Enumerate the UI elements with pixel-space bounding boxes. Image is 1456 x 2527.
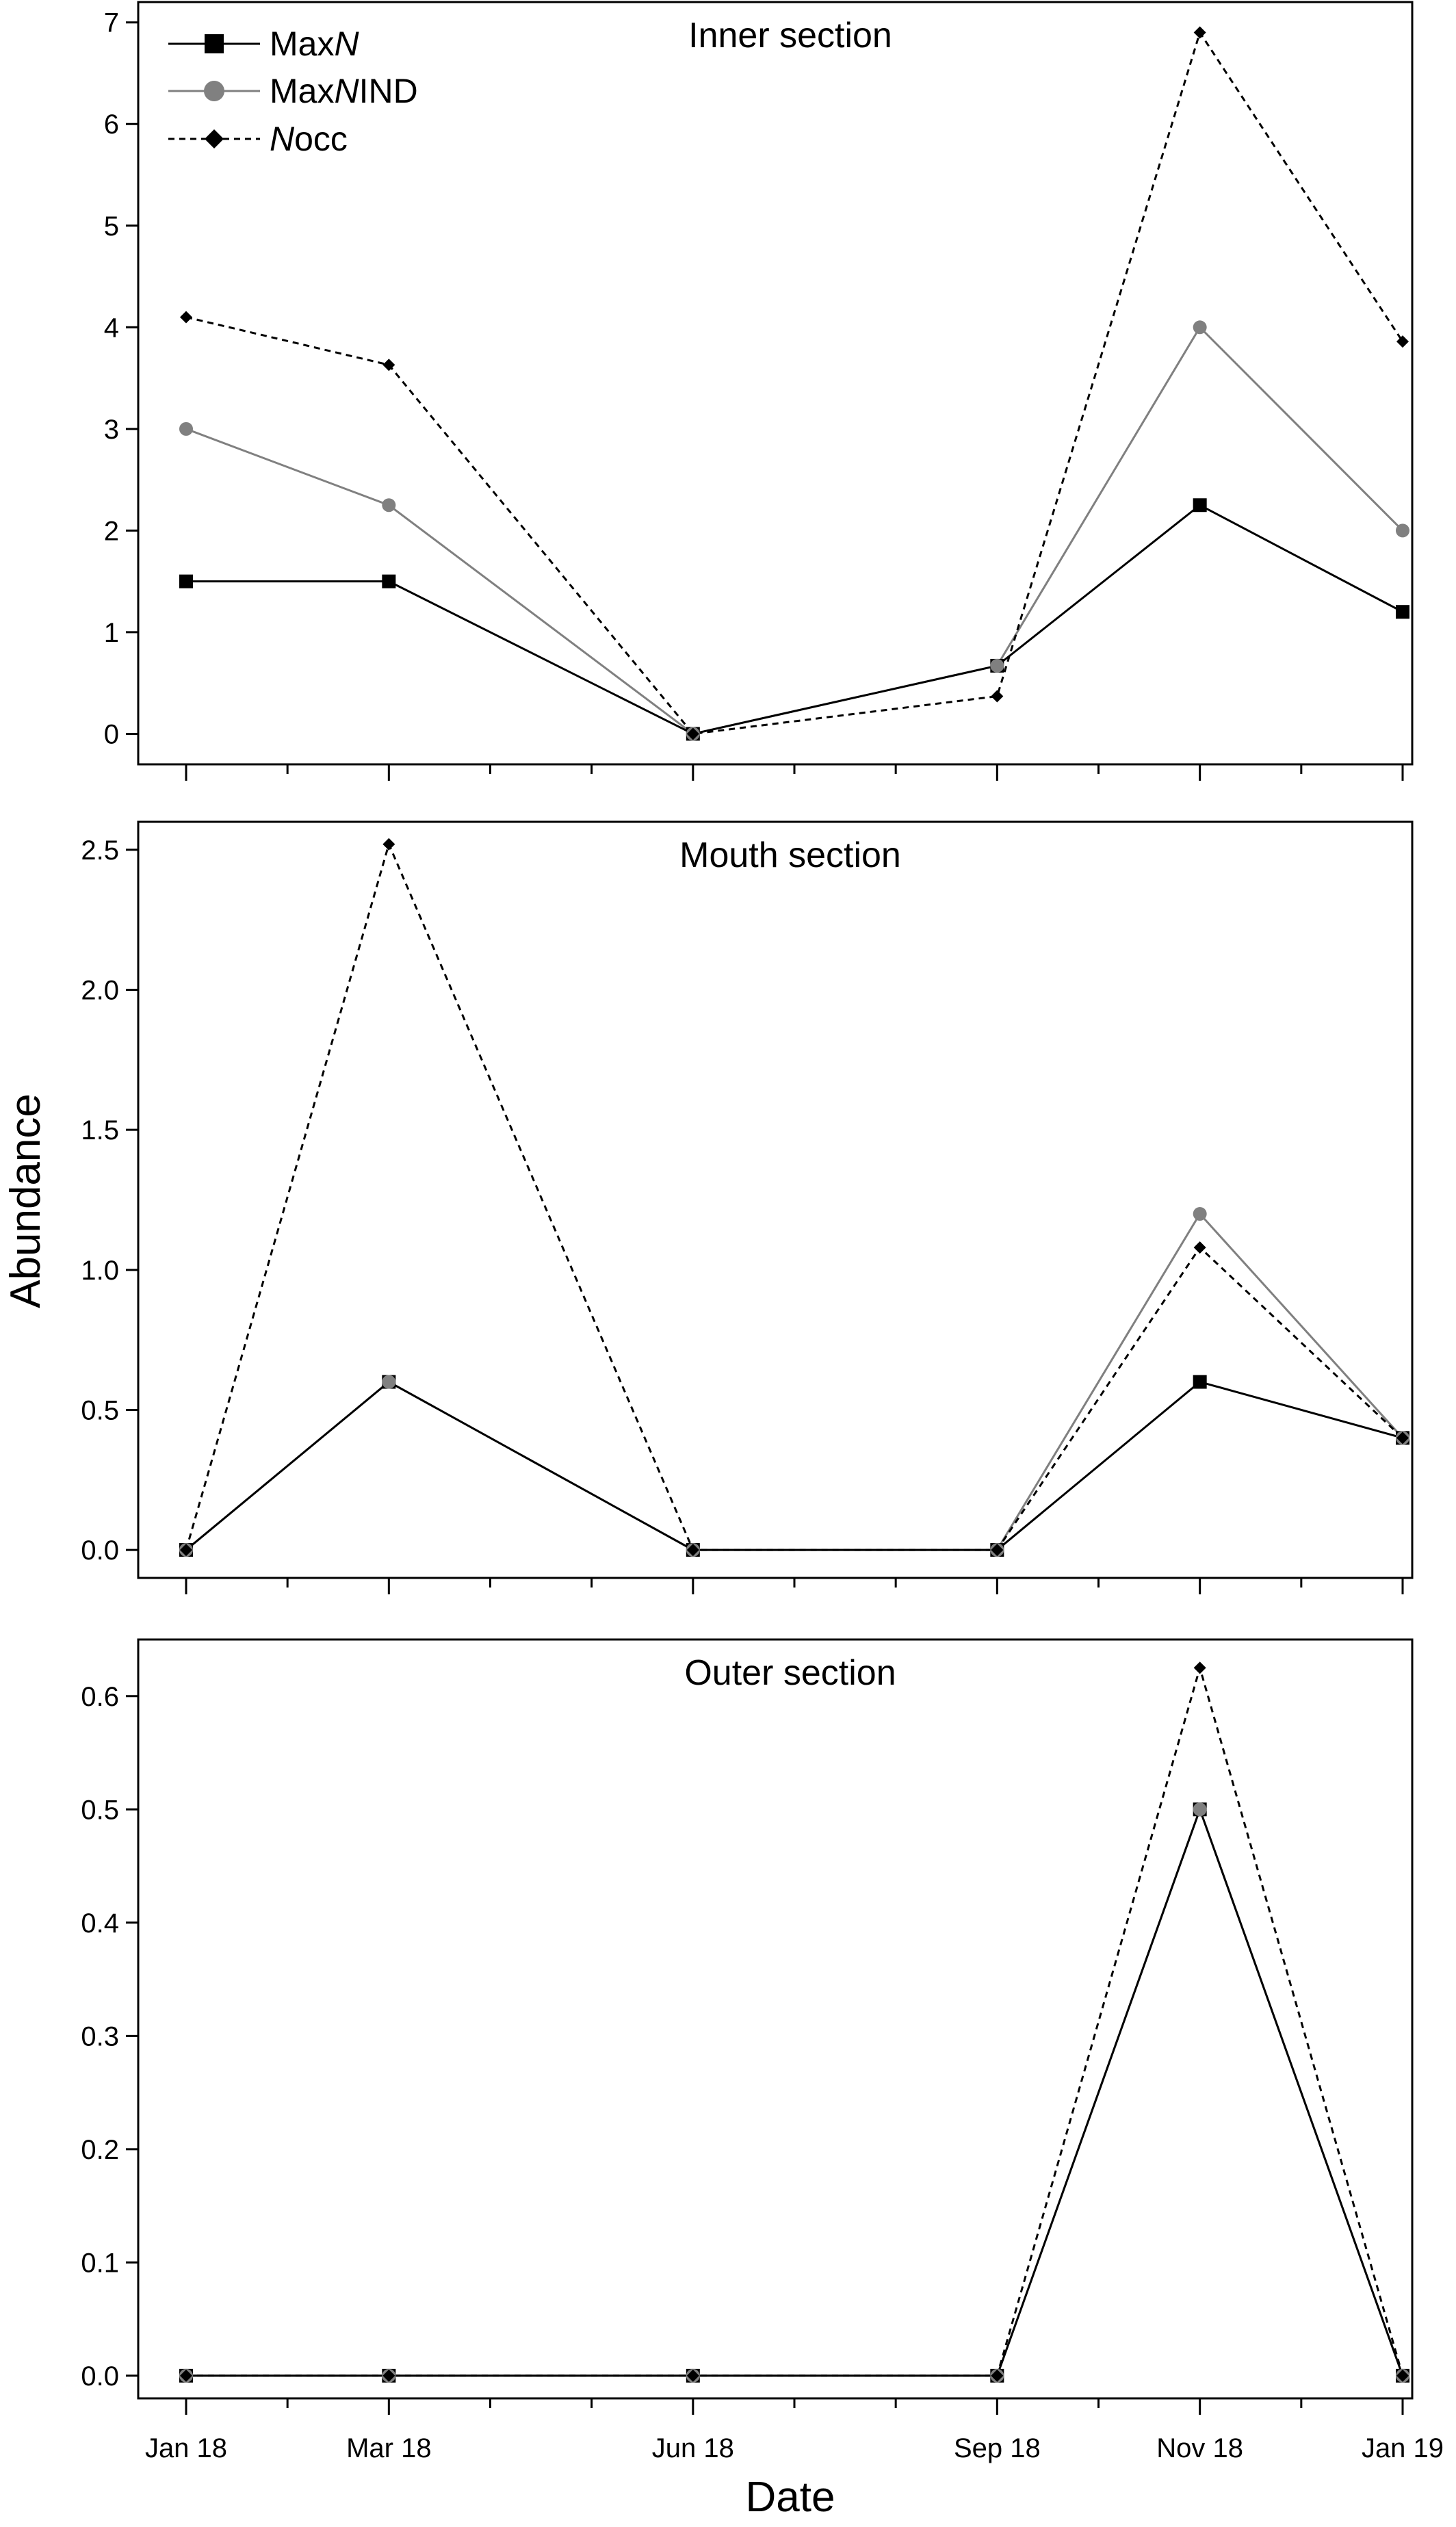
x-tick-label: Sep 18 [954,2433,1041,2463]
x-tick-label: Nov 18 [1156,2433,1243,2463]
data-point-Nocc [991,2369,1004,2382]
series-line-Nocc [185,841,1404,1551]
y-tick-label: 3 [104,415,119,445]
y-tick-label: 0.5 [81,1395,119,1425]
data-point-MaxNIND [990,658,1004,673]
y-tick-label: 2.5 [81,835,119,866]
data-point-Nocc [1193,1241,1206,1254]
series-line-MaxNIND [185,325,1404,736]
y-tick-label: 6 [104,109,119,140]
panel-2: 0.0 0.5 1.0 1.5 2.0 2.5 Mouth section [81,820,1414,1594]
data-point-Nocc [180,311,192,324]
legend-label-italic: N [270,120,295,158]
series-line-MaxNIND [186,1806,1404,2377]
data-point-MaxNIND [1193,320,1207,335]
legend-label-suffix: IND [359,72,418,110]
data-point-Nocc [1396,1431,1409,1444]
legend-marker-MaxN [205,34,224,53]
y-tick-label: 1 [104,618,119,648]
legend-label-Nocc: Nocc [270,120,348,158]
series-line-MaxNIND [185,1212,1404,1551]
data-point-MaxNIND [1396,523,1409,538]
y-tick-label: 0.5 [81,1795,119,1825]
data-point-Nocc [686,727,699,740]
legend-marker-MaxNIND [204,81,224,101]
legend-label-italic: N [334,72,359,110]
data-point-Nocc [382,838,395,851]
y-tick-label: 0.4 [81,1908,119,1939]
data-point-Nocc [1193,26,1206,39]
data-point-MaxN [1193,498,1207,513]
panel-title: Inner section [688,16,892,55]
data-point-Nocc [1396,2369,1409,2382]
data-point-Nocc [382,2369,395,2382]
data-point-MaxN [382,574,396,588]
x-tick-label: Jan 19 [1362,2433,1444,2463]
data-point-MaxN [1193,1375,1207,1389]
y-tick-label: 2 [104,516,119,546]
data-point-MaxN [179,574,193,588]
plot-frame [137,1638,1414,2400]
data-point-Nocc [382,359,395,372]
panel-title: Outer section [684,1653,896,1693]
data-point-Nocc [991,1544,1004,1557]
y-tick-label: 7 [104,8,119,38]
plot-frame [137,1,1414,766]
x-tick-label: Jan 18 [145,2433,227,2463]
series-line-Nocc [186,1663,1404,2377]
data-point-Nocc [686,1544,699,1557]
data-point-MaxNIND [1193,1206,1207,1221]
data-point-Nocc [686,2369,699,2382]
y-tick-label: 5 [104,211,119,242]
y-tick-label: 2.0 [81,976,119,1006]
data-point-MaxNIND [179,422,193,436]
data-point-Nocc [180,1544,192,1557]
data-point-MaxNIND [382,1375,396,1389]
y-tick-label: 4 [104,313,119,343]
plot-frame [137,820,1414,1579]
data-point-MaxNIND [382,498,396,513]
series-line-Nocc [185,30,1404,736]
panel-3: 0.0 0.1 0.2 0.3 0.4 0.5 0.6 Outer section [81,1638,1414,2415]
series-line-MaxN [186,504,1403,736]
data-point-Nocc [991,690,1004,703]
data-point-MaxNIND [1193,1802,1207,1817]
legend-label-italic: N [334,25,359,63]
y-tick-label: 0.0 [81,2361,119,2392]
y-tick-label: 0.3 [81,2021,119,2051]
y-tick-label: 0.0 [81,1535,119,1566]
data-point-Nocc [1193,1661,1206,1674]
legend-label-MaxN: MaxN [270,25,359,63]
panel-title: Mouth section [679,835,901,875]
x-axis-title: Date [746,2474,835,2521]
y-tick-label: 1.5 [81,1115,119,1145]
legend-label-prefix: Max [270,25,334,63]
y-tick-label: 0.2 [81,2135,119,2165]
x-tick-label: Mar 18 [346,2433,432,2463]
y-tick-label: 0 [104,719,119,749]
series-line-MaxN [186,1806,1404,2377]
data-point-Nocc [180,2369,192,2382]
y-tick-label: 0.1 [81,2248,119,2278]
legend-marker-Nocc [205,129,224,148]
series-line-MaxN [185,1380,1403,1551]
y-axis-title: Abundance [2,1093,49,1308]
y-tick-label: 0.6 [81,1682,119,1712]
legend-label-MaxNIND: MaxNIND [270,72,418,110]
y-tick-label: 1.0 [81,1256,119,1286]
x-tick-label: Jun 18 [652,2433,734,2463]
data-point-MaxN [1396,605,1409,619]
panel-1: 0 1 2 3 4 5 6 7 Inner section [104,1,1414,781]
legend-label-suffix: occ [294,120,348,158]
data-point-Nocc [1396,335,1409,348]
legend-label-prefix: Max [270,72,334,110]
